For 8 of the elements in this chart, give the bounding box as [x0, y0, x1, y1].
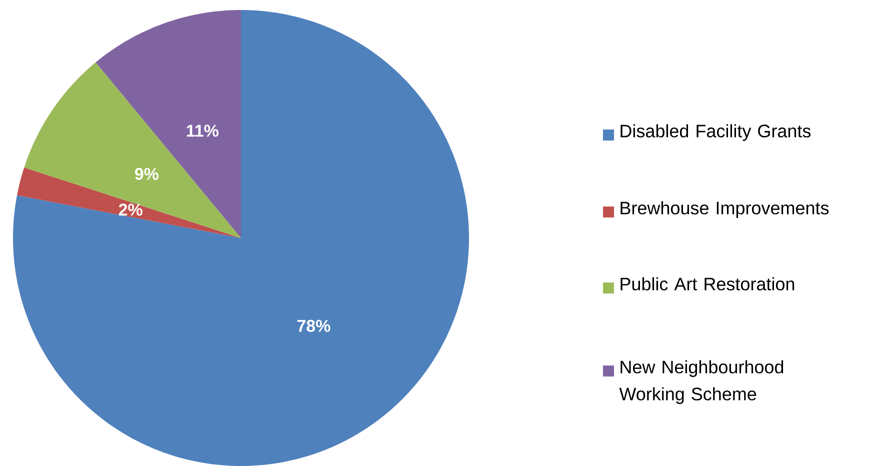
data-label: 2%	[118, 204, 142, 216]
legend-label: Disabled Facility Grants	[620, 124, 811, 141]
legend-label: Public Art Restoration	[620, 277, 794, 290]
data-label: 11%	[186, 124, 218, 137]
legend-label: Brewhouse Improvements	[620, 201, 829, 218]
data-label: 78%	[297, 320, 330, 332]
data-label: 9%	[135, 168, 159, 180]
legend-label: New Neighbourhood Working Scheme	[619, 360, 784, 404]
